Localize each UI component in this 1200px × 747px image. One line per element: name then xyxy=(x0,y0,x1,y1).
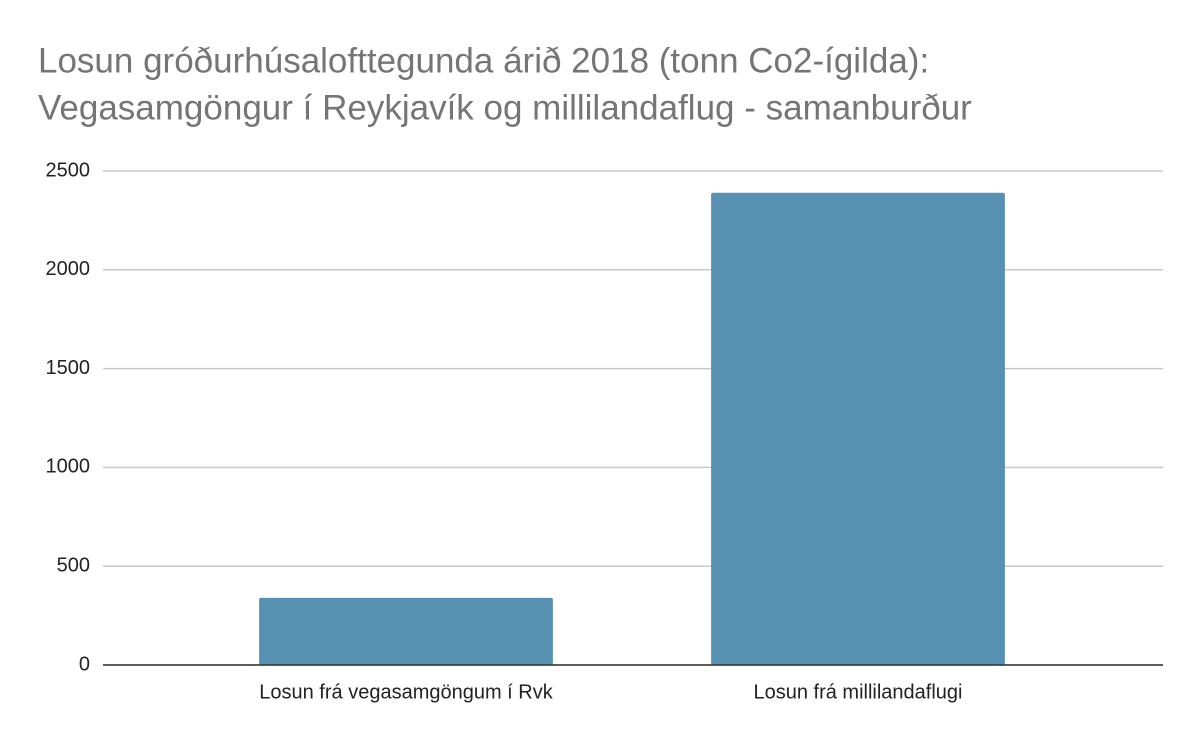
y-tick-label: 2500 xyxy=(46,159,91,181)
x-tick-label: Losun frá millilandaflugi xyxy=(753,681,962,703)
y-tick-label: 0 xyxy=(79,653,90,675)
x-tick-label: Losun frá vegasamgöngum í Rvk xyxy=(259,681,553,703)
y-tick-label: 500 xyxy=(57,554,90,576)
chart-title: Vegasamgöngur í Reykjavík og millilandaf… xyxy=(38,88,972,127)
chart-title: Losun gróðurhúsalofttegunda árið 2018 (t… xyxy=(38,41,929,80)
y-tick-label: 1000 xyxy=(46,456,91,478)
y-tick-label: 2000 xyxy=(46,258,91,280)
y-tick-label: 1500 xyxy=(46,357,91,379)
bar xyxy=(711,192,1005,665)
bar xyxy=(259,597,553,665)
